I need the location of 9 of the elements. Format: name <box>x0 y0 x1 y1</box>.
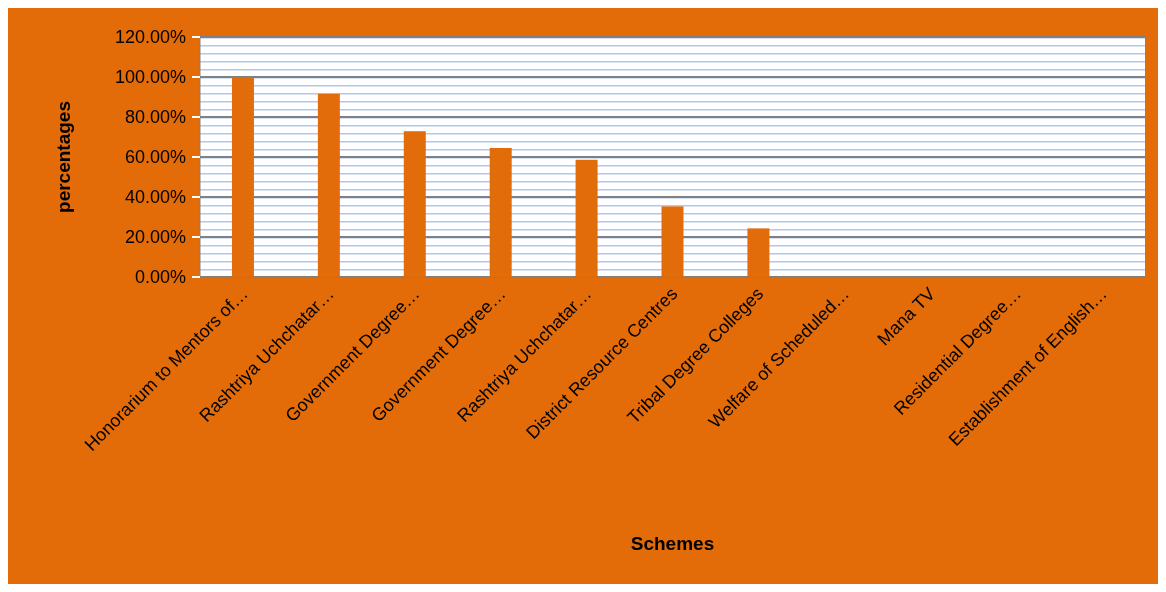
y-axis-title: percentages <box>53 101 74 213</box>
y-tick-label: 60.00% <box>124 147 186 168</box>
y-tick-label: 80.00% <box>124 107 186 128</box>
x-axis-title: Schemes <box>630 533 715 554</box>
y-tick-label: 120.00% <box>114 27 186 48</box>
y-tick-label: 0.00% <box>134 267 186 288</box>
y-tick-label: 40.00% <box>124 187 186 208</box>
y-tick-label: 100.00% <box>114 67 186 88</box>
y-tick-label: 20.00% <box>124 227 186 248</box>
